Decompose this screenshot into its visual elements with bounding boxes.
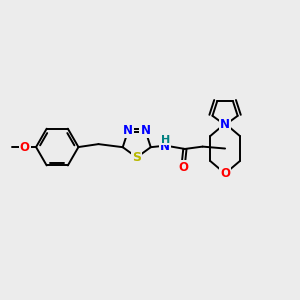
Text: O: O	[20, 141, 30, 154]
Text: N: N	[140, 124, 150, 137]
Text: O: O	[220, 167, 230, 180]
Text: H: H	[161, 134, 171, 145]
Text: S: S	[132, 151, 141, 164]
Text: N: N	[220, 118, 230, 131]
Text: O: O	[178, 161, 188, 174]
Text: N: N	[123, 124, 133, 137]
Text: N: N	[160, 140, 170, 152]
